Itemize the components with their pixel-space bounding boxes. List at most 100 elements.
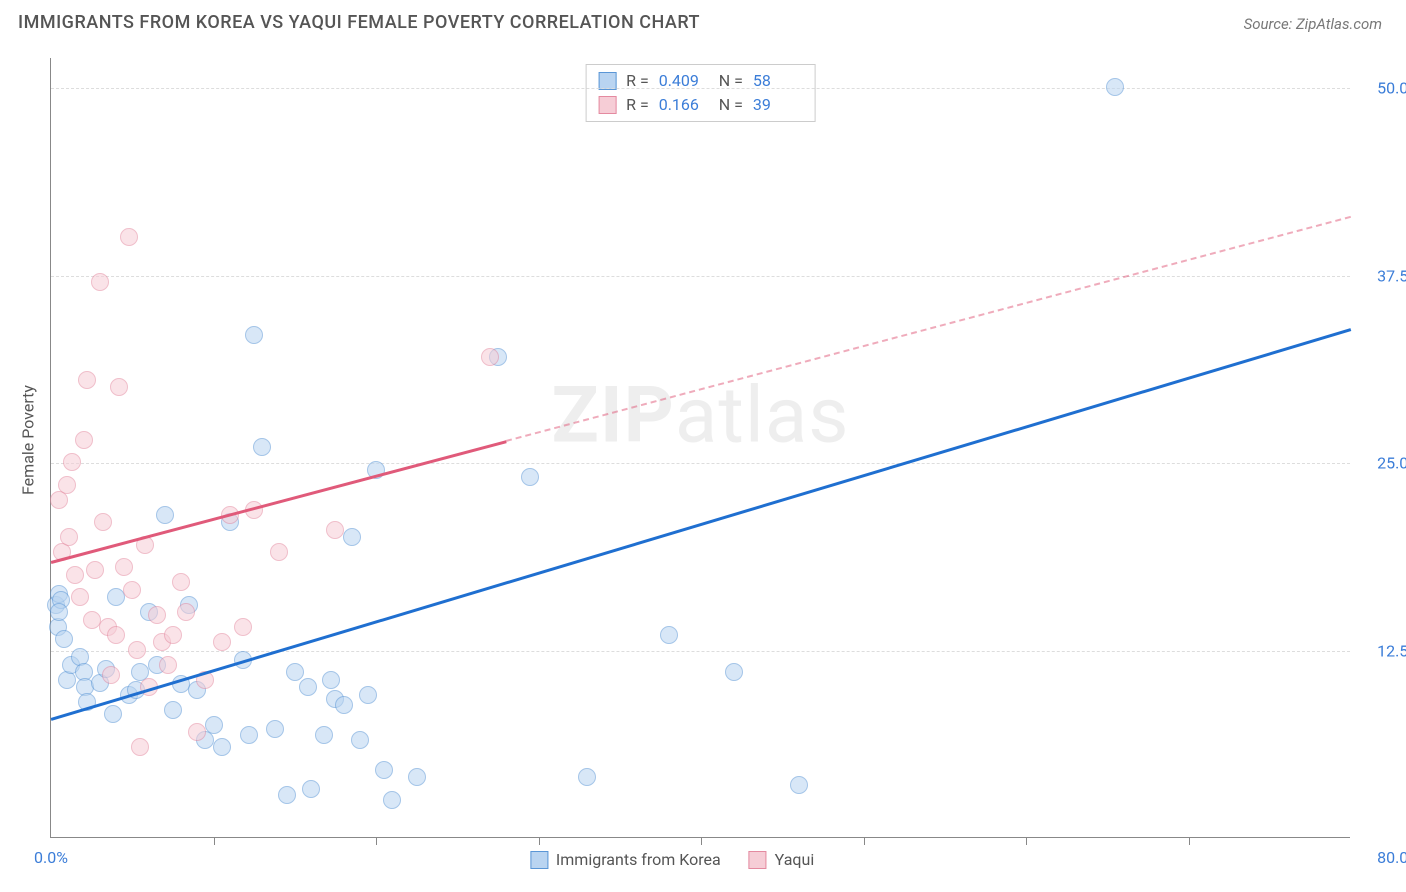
data-point-yaqui [63, 453, 81, 471]
bottom-legend: Immigrants from Korea Yaqui [530, 850, 814, 869]
data-point-yaqui [159, 656, 177, 674]
x-tick [376, 837, 377, 845]
data-point-korea [213, 738, 231, 756]
data-point-yaqui [107, 626, 125, 644]
data-point-korea [107, 588, 125, 606]
data-point-korea [302, 780, 320, 798]
watermark-bold: ZIP [551, 371, 674, 462]
data-point-yaqui [60, 528, 78, 546]
y-tick-label: 12.5% [1360, 641, 1406, 660]
swatch-yaqui [598, 96, 616, 114]
chart-plot-area: ZIPatlas R = 0.409 N = 58 R = 0.166 N = … [50, 58, 1350, 838]
stats-n-yaqui: 39 [753, 93, 803, 117]
data-point-korea [351, 731, 369, 749]
stats-legend-box: R = 0.409 N = 58 R = 0.166 N = 39 [585, 64, 816, 122]
x-tick [1189, 837, 1190, 845]
data-point-yaqui [110, 378, 128, 396]
data-point-korea [299, 678, 317, 696]
data-point-korea [408, 768, 426, 786]
y-tick-label: 25.0% [1360, 454, 1406, 473]
stats-row-korea: R = 0.409 N = 58 [598, 69, 803, 93]
y-axis-label: Female Poverty [19, 385, 38, 495]
gridline [51, 88, 1350, 89]
stats-r-korea: 0.409 [659, 69, 709, 93]
data-point-korea [578, 768, 596, 786]
data-point-korea [253, 438, 271, 456]
legend-label-yaqui: Yaqui [775, 850, 815, 869]
data-point-korea [286, 663, 304, 681]
data-point-yaqui [102, 666, 120, 684]
data-point-yaqui [115, 558, 133, 576]
data-point-yaqui [481, 348, 499, 366]
data-point-korea [375, 761, 393, 779]
source-credit: Source: ZipAtlas.com [1244, 15, 1382, 33]
trend-line [51, 328, 1352, 720]
watermark-light: atlas [675, 371, 850, 462]
data-point-korea [725, 663, 743, 681]
swatch-korea [530, 851, 548, 869]
stats-r-label: R = [626, 69, 649, 93]
data-point-korea [104, 705, 122, 723]
data-point-yaqui [123, 581, 141, 599]
data-point-korea [343, 528, 361, 546]
data-point-yaqui [131, 738, 149, 756]
x-tick [214, 837, 215, 845]
stats-r-yaqui: 0.166 [659, 93, 709, 117]
data-point-korea [245, 326, 263, 344]
data-point-korea [55, 630, 73, 648]
data-point-korea [790, 776, 808, 794]
data-point-korea [383, 791, 401, 809]
data-point-yaqui [148, 606, 166, 624]
swatch-yaqui [749, 851, 767, 869]
data-point-korea [240, 726, 258, 744]
y-tick-label: 37.5% [1360, 266, 1406, 285]
x-tick [1026, 837, 1027, 845]
data-point-yaqui [177, 603, 195, 621]
y-tick-label: 50.0% [1360, 79, 1406, 98]
data-point-korea [164, 701, 182, 719]
data-point-yaqui [128, 641, 146, 659]
source-name: ZipAtlas.com [1296, 15, 1382, 33]
data-point-yaqui [66, 566, 84, 584]
data-point-korea [50, 603, 68, 621]
gridline [51, 463, 1350, 464]
legend-label-korea: Immigrants from Korea [556, 850, 721, 869]
data-point-yaqui [58, 476, 76, 494]
data-point-yaqui [91, 273, 109, 291]
stats-n-korea: 58 [753, 69, 803, 93]
header: IMMIGRANTS FROM KOREA VS YAQUI FEMALE PO… [0, 0, 1406, 41]
source-prefix: Source: [1244, 15, 1296, 33]
legend-item-korea: Immigrants from Korea [530, 850, 721, 869]
data-point-korea [1106, 78, 1124, 96]
data-point-korea [660, 626, 678, 644]
chart-title: IMMIGRANTS FROM KOREA VS YAQUI FEMALE PO… [18, 12, 700, 33]
data-point-yaqui [94, 513, 112, 531]
data-point-yaqui [71, 588, 89, 606]
x-tick [539, 837, 540, 845]
gridline [51, 276, 1350, 277]
data-point-korea [359, 686, 377, 704]
stats-n-label: N = [719, 69, 743, 93]
data-point-yaqui [270, 543, 288, 561]
x-tick-label: 0.0% [34, 848, 68, 867]
data-point-yaqui [164, 626, 182, 644]
data-point-korea [205, 716, 223, 734]
data-point-korea [335, 696, 353, 714]
legend-item-yaqui: Yaqui [749, 850, 815, 869]
x-tick-label: 80.0% [1360, 848, 1406, 867]
data-point-korea [278, 786, 296, 804]
trend-line [506, 216, 1352, 442]
data-point-yaqui [78, 371, 96, 389]
data-point-yaqui [120, 228, 138, 246]
x-tick [864, 837, 865, 845]
data-point-korea [156, 506, 174, 524]
data-point-yaqui [75, 431, 93, 449]
data-point-yaqui [188, 723, 206, 741]
data-point-korea [266, 720, 284, 738]
data-point-yaqui [234, 618, 252, 636]
stats-n-label: N = [719, 93, 743, 117]
data-point-korea [521, 468, 539, 486]
stats-r-label: R = [626, 93, 649, 117]
data-point-yaqui [326, 521, 344, 539]
data-point-korea [322, 671, 340, 689]
